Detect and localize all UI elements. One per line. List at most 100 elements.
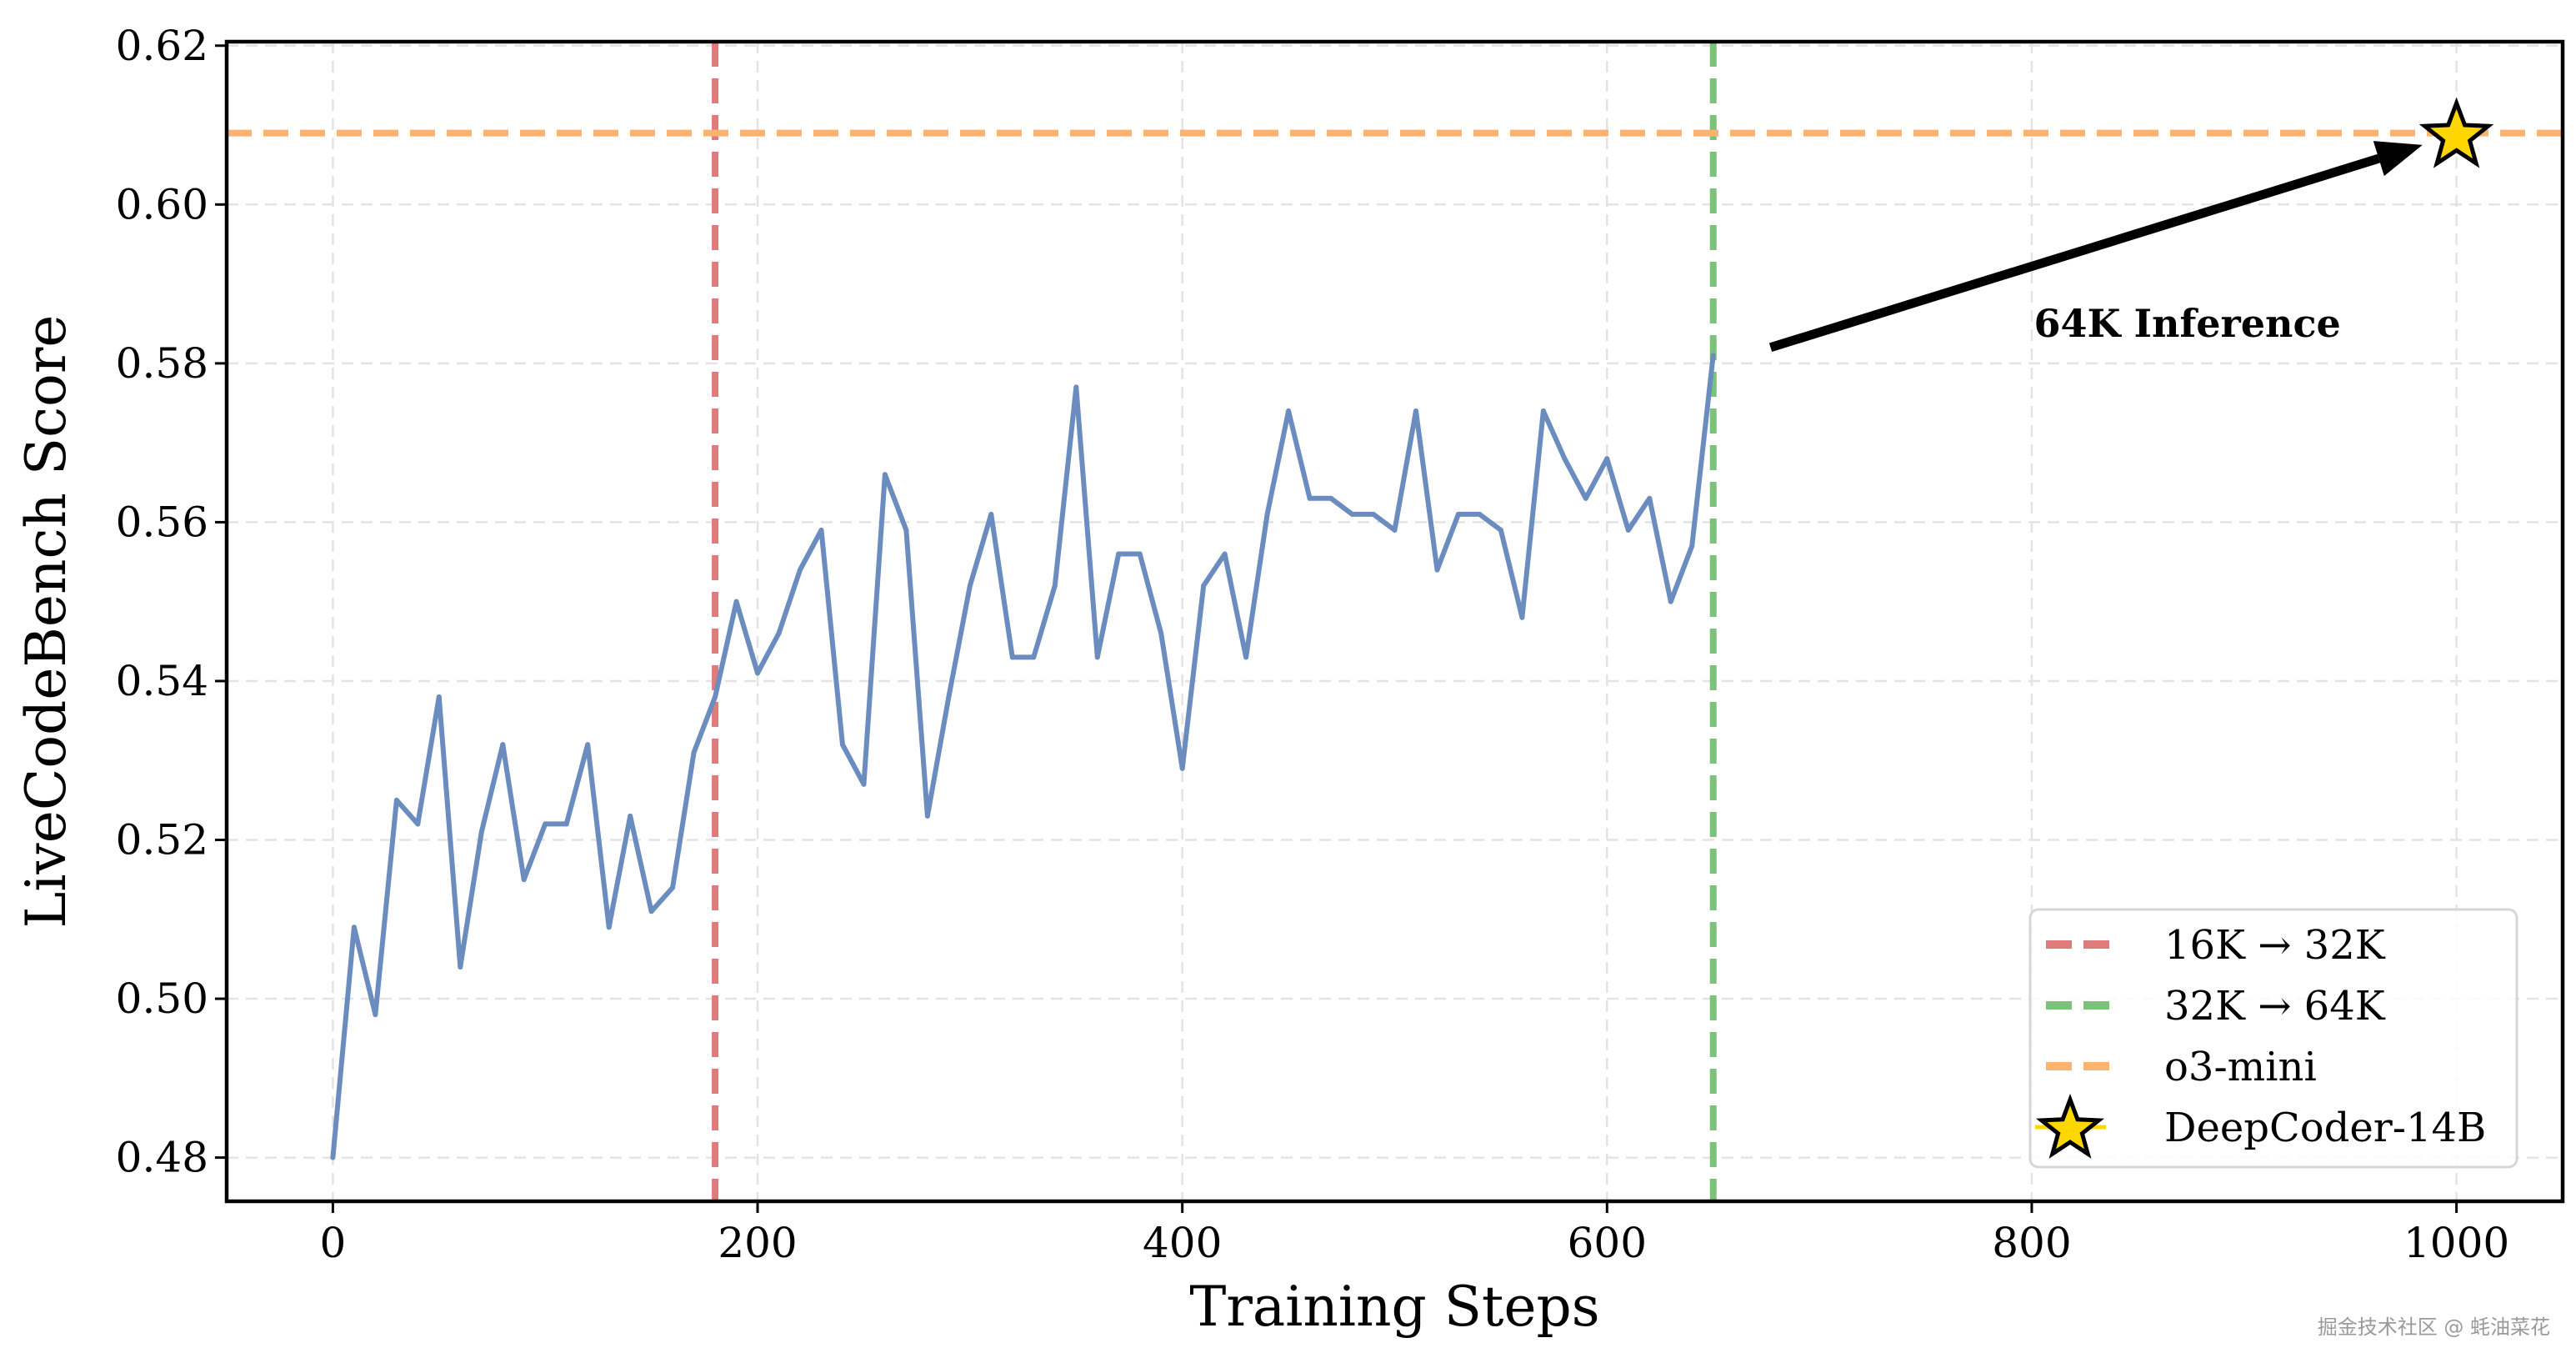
data-point (798, 567, 803, 573)
data-point (967, 583, 973, 589)
data-point (1052, 583, 1058, 589)
data-point (415, 821, 421, 827)
data-point (861, 781, 867, 787)
data-point (1455, 511, 1461, 517)
legend: 16K → 32K 32K → 64K o3-mini DeepCoder-14B (2028, 908, 2518, 1169)
data-point (1392, 527, 1398, 533)
x-tick-label: 200 (718, 1219, 797, 1267)
data-point (1413, 408, 1418, 414)
data-point (1498, 527, 1503, 533)
data-point (606, 925, 612, 930)
data-point (330, 1155, 336, 1160)
legend-box (2028, 908, 2518, 1169)
data-point (988, 511, 994, 517)
data-point (458, 964, 463, 970)
axes: 0 200 400 600 800 1000 0.48 0.50 0.52 0.54 0.56 0.5… (14, 22, 2565, 1339)
data-point (1710, 353, 1716, 358)
deepcoder-star-marker (2418, 97, 2494, 168)
y-tick-label: 0.52 (116, 816, 208, 864)
y-tick-label: 0.58 (116, 339, 208, 388)
grid (227, 42, 2563, 1201)
data-point (478, 829, 484, 834)
data-point (1349, 511, 1355, 517)
data-point (648, 909, 654, 915)
data-point (1689, 543, 1695, 549)
data-point (839, 742, 845, 748)
y-tick-label: 0.50 (116, 975, 208, 1023)
data-point (733, 599, 739, 604)
watermark: 掘金技术社区 @ 蚝油菜花 (2318, 1315, 2550, 1339)
data-point (755, 670, 761, 676)
data-point (882, 472, 888, 478)
legend-label: o3-mini (2164, 1044, 2317, 1090)
reference-lines (227, 42, 2563, 1201)
data-point (500, 742, 506, 748)
x-tick-label: 1000 (2403, 1219, 2509, 1267)
data-point (1158, 630, 1164, 636)
data-point (393, 797, 399, 803)
data-point (1116, 551, 1122, 557)
data-point (1668, 599, 1673, 604)
x-tick-label: 400 (1143, 1219, 1222, 1267)
data-point (1371, 511, 1377, 517)
legend-star-icon (2036, 1093, 2104, 1159)
data-point (521, 877, 527, 883)
data-point (351, 925, 357, 930)
data-point (1222, 551, 1228, 557)
data-point (713, 694, 718, 700)
y-tick-label: 0.60 (116, 180, 208, 228)
data-point (670, 884, 676, 890)
annotation-arrow-head (2373, 141, 2423, 177)
legend-label: 32K → 64K (2164, 983, 2386, 1030)
legend-label: 16K → 32K (2164, 922, 2386, 969)
plot-frame (224, 39, 2565, 1204)
data-point (1540, 408, 1546, 414)
data-point (563, 821, 569, 827)
data-point (373, 1012, 378, 1018)
data-point (1647, 495, 1653, 501)
data-point (585, 742, 591, 748)
data-point (1137, 551, 1143, 557)
x-tick-label: 600 (1568, 1219, 1647, 1267)
data-point (1562, 456, 1568, 462)
y-tick-label: 0.48 (116, 1134, 208, 1182)
y-tick-label: 0.56 (116, 498, 208, 546)
data-point (1094, 654, 1100, 660)
data-point (946, 694, 952, 700)
data-point (1243, 654, 1249, 660)
y-axis-label: LiveCodeBench Score (14, 315, 78, 929)
data-point (691, 749, 697, 755)
data-point (1604, 456, 1610, 462)
data-point (1179, 765, 1185, 771)
data-point (1328, 495, 1334, 501)
data-point (1625, 527, 1631, 533)
annotation-layer: 64K Inference (1768, 141, 2423, 353)
x-axis-label: Training Steps (1189, 1275, 1599, 1339)
data-point (924, 813, 930, 819)
y-tick-label: 0.54 (116, 657, 208, 705)
data-point (903, 527, 909, 533)
series-layer (330, 97, 2494, 1160)
annotation-arrow-shaft (1768, 153, 2380, 353)
data-point (776, 630, 782, 636)
data-point (1583, 495, 1588, 501)
data-point (1073, 384, 1079, 390)
data-point (1264, 511, 1270, 517)
score-line (330, 354, 1716, 1158)
legend-label: DeepCoder-14B (2164, 1105, 2486, 1151)
data-point (1009, 654, 1015, 660)
data-point (543, 821, 548, 827)
data-point (1201, 583, 1207, 589)
x-tick-label: 0 (320, 1219, 347, 1267)
data-point (628, 813, 633, 819)
data-point (1286, 408, 1292, 414)
data-point (436, 694, 442, 700)
data-point (1477, 511, 1483, 517)
data-point (1031, 654, 1037, 660)
y-tick-label: 0.62 (116, 22, 208, 70)
data-point (1434, 567, 1440, 573)
data-point (1307, 495, 1313, 501)
data-point (1519, 614, 1525, 620)
data-point (818, 527, 824, 533)
